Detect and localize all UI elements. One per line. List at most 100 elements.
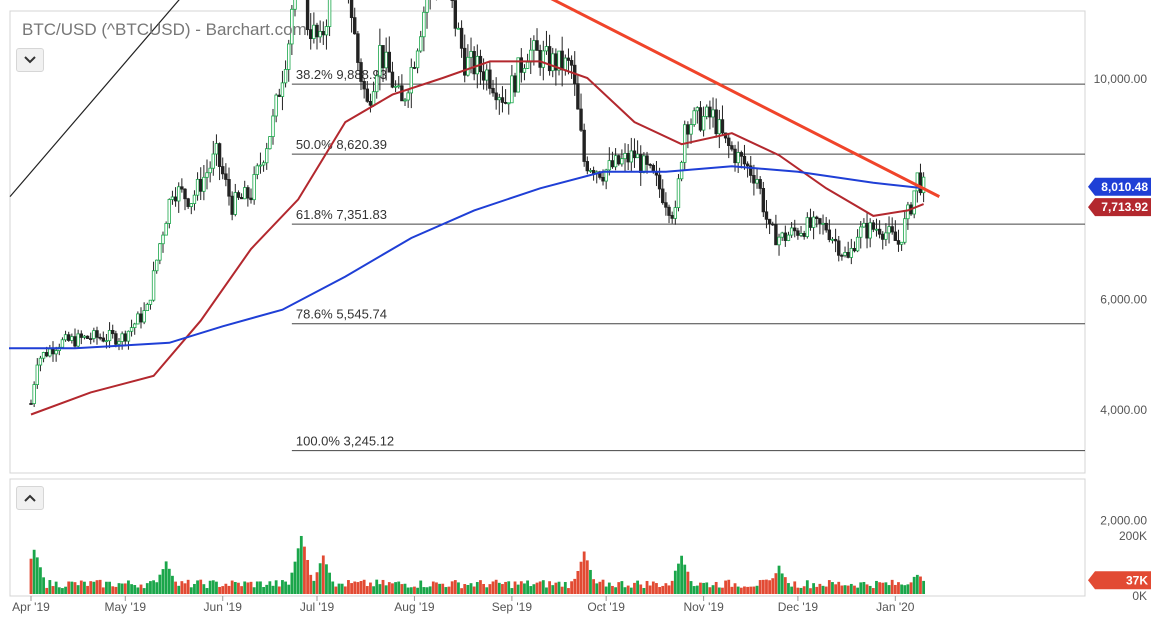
volume-bar — [32, 549, 36, 594]
candle-body — [217, 143, 222, 167]
volume-bar — [507, 581, 511, 594]
volume-bar — [340, 583, 344, 594]
volume-bar — [570, 581, 573, 594]
volume-bar — [708, 587, 712, 594]
volume-bar — [164, 561, 168, 594]
volume-bar — [133, 585, 137, 594]
volume-bar — [262, 587, 265, 594]
volume-bar — [64, 586, 67, 594]
volume-bar — [227, 585, 231, 594]
candle-body — [607, 160, 612, 171]
volume-bar — [252, 587, 256, 594]
candle-body — [258, 164, 263, 167]
volume-bar — [802, 586, 806, 594]
candle-body — [406, 92, 410, 101]
volume-bar — [699, 582, 702, 594]
volume-bar — [585, 560, 589, 594]
volume-bar — [805, 580, 809, 594]
candle-body — [111, 330, 115, 335]
candle-body — [353, 17, 357, 35]
candle-body — [186, 198, 190, 207]
volume-bar — [167, 568, 171, 594]
volume-bar — [158, 574, 162, 594]
candle-body — [645, 155, 649, 165]
volume-bar — [73, 582, 77, 594]
volume-bar — [70, 581, 74, 594]
candle-body — [664, 202, 668, 208]
collapse-volume-button[interactable] — [16, 486, 44, 510]
candle-body — [793, 227, 797, 232]
candle-body — [551, 53, 555, 72]
candle-body — [862, 222, 866, 228]
candle-body — [601, 176, 605, 182]
candle-body — [120, 333, 124, 342]
candle-body — [161, 234, 165, 245]
collapse-price-button[interactable] — [16, 48, 44, 72]
candle-body — [705, 106, 709, 117]
candle-body — [488, 69, 492, 89]
candle-body — [321, 31, 325, 36]
candle-body — [38, 357, 43, 366]
volume-bar — [362, 579, 366, 594]
volume-bar — [259, 581, 262, 594]
volume-bar — [677, 563, 680, 594]
resistance-trendline[interactable] — [301, 0, 941, 198]
candle-body — [481, 71, 486, 81]
volume-bar — [177, 585, 181, 594]
candle-body — [830, 238, 835, 241]
candle-body — [582, 129, 586, 162]
volume-bar — [211, 580, 215, 594]
fib-level-label: 61.8% 7,351.83 — [296, 207, 387, 222]
volume-bar — [777, 565, 781, 594]
volume-bar — [551, 585, 555, 594]
chevron-up-icon — [24, 494, 36, 502]
price-panel — [9, 10, 1086, 474]
volume-bar — [98, 579, 102, 594]
volume-bar — [475, 582, 479, 594]
volume-bar — [755, 585, 759, 594]
candle-body — [170, 196, 175, 200]
candle-body — [632, 150, 637, 159]
volume-bar — [149, 581, 152, 594]
volume-bar — [205, 588, 209, 594]
candle-body — [541, 50, 546, 68]
candle-body — [327, 0, 332, 27]
candle-body — [903, 218, 907, 243]
fib-level-label: 78.6% 5,545.74 — [296, 307, 387, 322]
volume-bar — [171, 575, 174, 594]
volume-bar — [57, 587, 61, 594]
volume-bar — [604, 586, 608, 594]
volume-bar — [384, 585, 388, 594]
volume-bar — [290, 572, 294, 594]
volume-bar — [683, 564, 687, 594]
volume-bar — [409, 587, 413, 594]
candle-body — [755, 179, 759, 184]
candle-body — [82, 335, 87, 338]
candle-body — [67, 334, 71, 341]
volume-bar — [441, 583, 445, 594]
volume-bar — [42, 577, 45, 594]
volume-bar — [629, 587, 633, 594]
volume-bar — [67, 581, 71, 594]
volume-bar — [447, 586, 451, 594]
volume-bar — [897, 582, 900, 594]
volume-bar — [35, 557, 39, 594]
candle-body — [767, 218, 772, 225]
volume-bar — [548, 581, 551, 594]
volume-bar — [246, 582, 250, 594]
volume-bar — [369, 582, 372, 594]
volume-bar — [856, 587, 860, 594]
volume-tick-label: 200K — [1119, 529, 1147, 543]
volume-bar — [714, 581, 718, 594]
candle-body — [893, 231, 898, 241]
volume-bar — [105, 581, 108, 594]
fib-level-label: 50.0% 8,620.39 — [296, 137, 387, 152]
candle-body — [76, 333, 80, 347]
candle-body — [717, 119, 722, 135]
candle-body — [104, 340, 109, 343]
volume-bar — [510, 588, 514, 594]
candle-body — [639, 153, 643, 173]
volume-bar — [193, 583, 196, 594]
volume-bar — [457, 582, 460, 594]
